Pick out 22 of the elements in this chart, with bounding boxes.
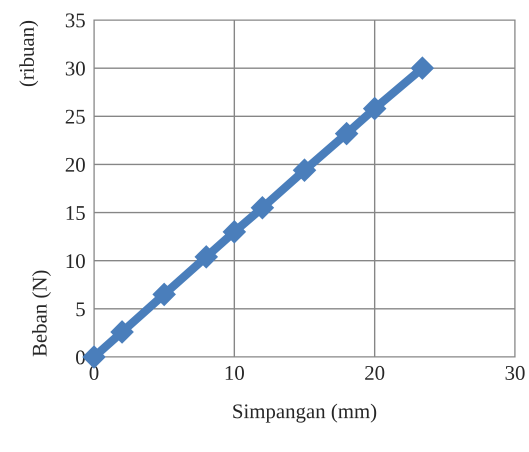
y-tick-label: 10 — [66, 254, 85, 268]
y-tick-label: 5 — [76, 302, 85, 316]
x-tick-label: 20 — [365, 366, 384, 380]
point — [194, 245, 218, 268]
y-axis-title: Beban (N) — [32, 270, 51, 356]
y-tick-label: 15 — [66, 206, 85, 220]
x-tick-label: 30 — [506, 366, 525, 380]
point — [363, 97, 386, 120]
point — [222, 220, 246, 244]
y-tick-label: 25 — [66, 110, 85, 124]
point — [293, 158, 316, 182]
text: (ribuan) — [19, 20, 38, 86]
point — [410, 56, 434, 80]
point — [110, 320, 134, 344]
y-tick-label: 30 — [66, 62, 85, 76]
point — [335, 122, 358, 146]
x-tick-label: 10 — [226, 366, 244, 380]
y-tick-label: 20 — [66, 158, 85, 172]
point — [250, 196, 274, 220]
point — [152, 282, 176, 306]
x-axis-title: Simpangan (mm) — [233, 404, 376, 423]
y-tick-label: 35 — [66, 13, 85, 28]
